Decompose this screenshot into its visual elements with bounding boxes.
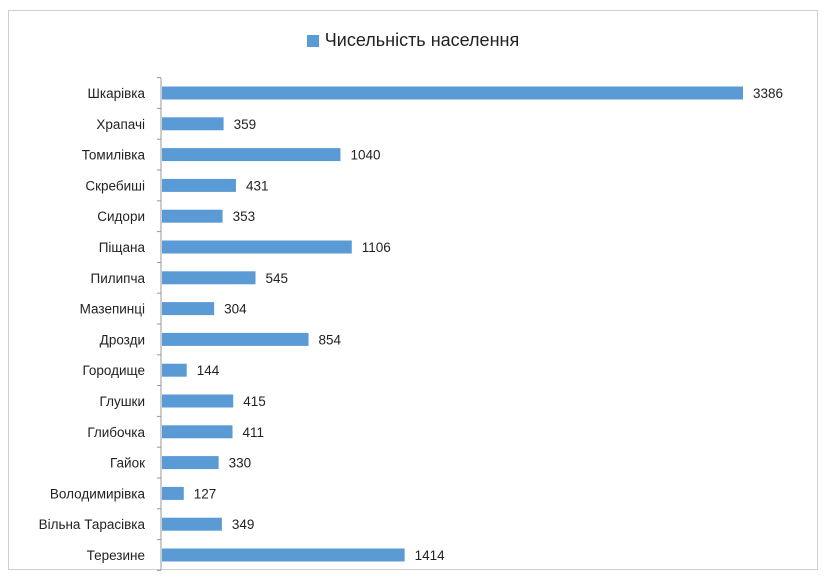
category-label: Храпачі <box>96 117 145 132</box>
bar <box>162 178 236 192</box>
legend: Чисельність населення <box>0 30 826 51</box>
bar <box>162 117 224 131</box>
bar <box>162 517 222 531</box>
category-label: Мазепинці <box>80 302 145 317</box>
data-label: 545 <box>266 271 289 286</box>
data-label: 330 <box>229 456 252 471</box>
bar <box>162 302 215 316</box>
data-label: 144 <box>197 363 220 378</box>
data-label: 431 <box>246 178 269 193</box>
category-label: Піщана <box>99 240 146 255</box>
bar <box>162 86 743 100</box>
data-label: 1040 <box>350 148 380 163</box>
bar <box>162 148 341 162</box>
category-label: Городище <box>82 363 145 378</box>
category-label: Скребиші <box>85 178 145 193</box>
category-label: Глибочка <box>87 425 145 440</box>
category-label: Шкарівка <box>88 86 146 101</box>
chart-frame <box>8 10 818 570</box>
data-label: 349 <box>232 517 255 532</box>
bar <box>162 425 233 439</box>
category-label: Глушки <box>100 394 145 409</box>
bar <box>162 271 256 285</box>
bar <box>162 332 309 346</box>
data-label: 359 <box>234 117 257 132</box>
category-label: Сидори <box>97 209 145 224</box>
category-label: Дрозди <box>100 332 145 347</box>
data-label: 3386 <box>753 86 783 101</box>
data-label: 854 <box>319 332 342 347</box>
bar <box>162 363 187 377</box>
data-label: 304 <box>224 302 247 317</box>
legend-swatch <box>306 34 319 47</box>
category-label: Володимирівка <box>50 486 146 501</box>
data-label: 411 <box>243 425 265 440</box>
data-label: 1106 <box>362 240 391 255</box>
data-label: 127 <box>194 486 217 501</box>
bar <box>162 548 405 562</box>
data-label: 415 <box>243 394 266 409</box>
category-label: Гайок <box>110 456 145 471</box>
legend-label: Чисельність населення <box>324 30 520 50</box>
category-label: Томилівка <box>82 148 146 163</box>
category-label: Вільна Тарасівка <box>39 517 146 532</box>
category-label: Терезине <box>87 548 145 563</box>
category-label: Пилипча <box>90 271 145 286</box>
bar <box>162 209 223 223</box>
bar <box>162 456 219 470</box>
bar <box>162 240 352 254</box>
bar <box>162 486 184 500</box>
bar <box>162 394 234 408</box>
data-label: 1414 <box>415 548 446 563</box>
data-label: 353 <box>233 209 256 224</box>
